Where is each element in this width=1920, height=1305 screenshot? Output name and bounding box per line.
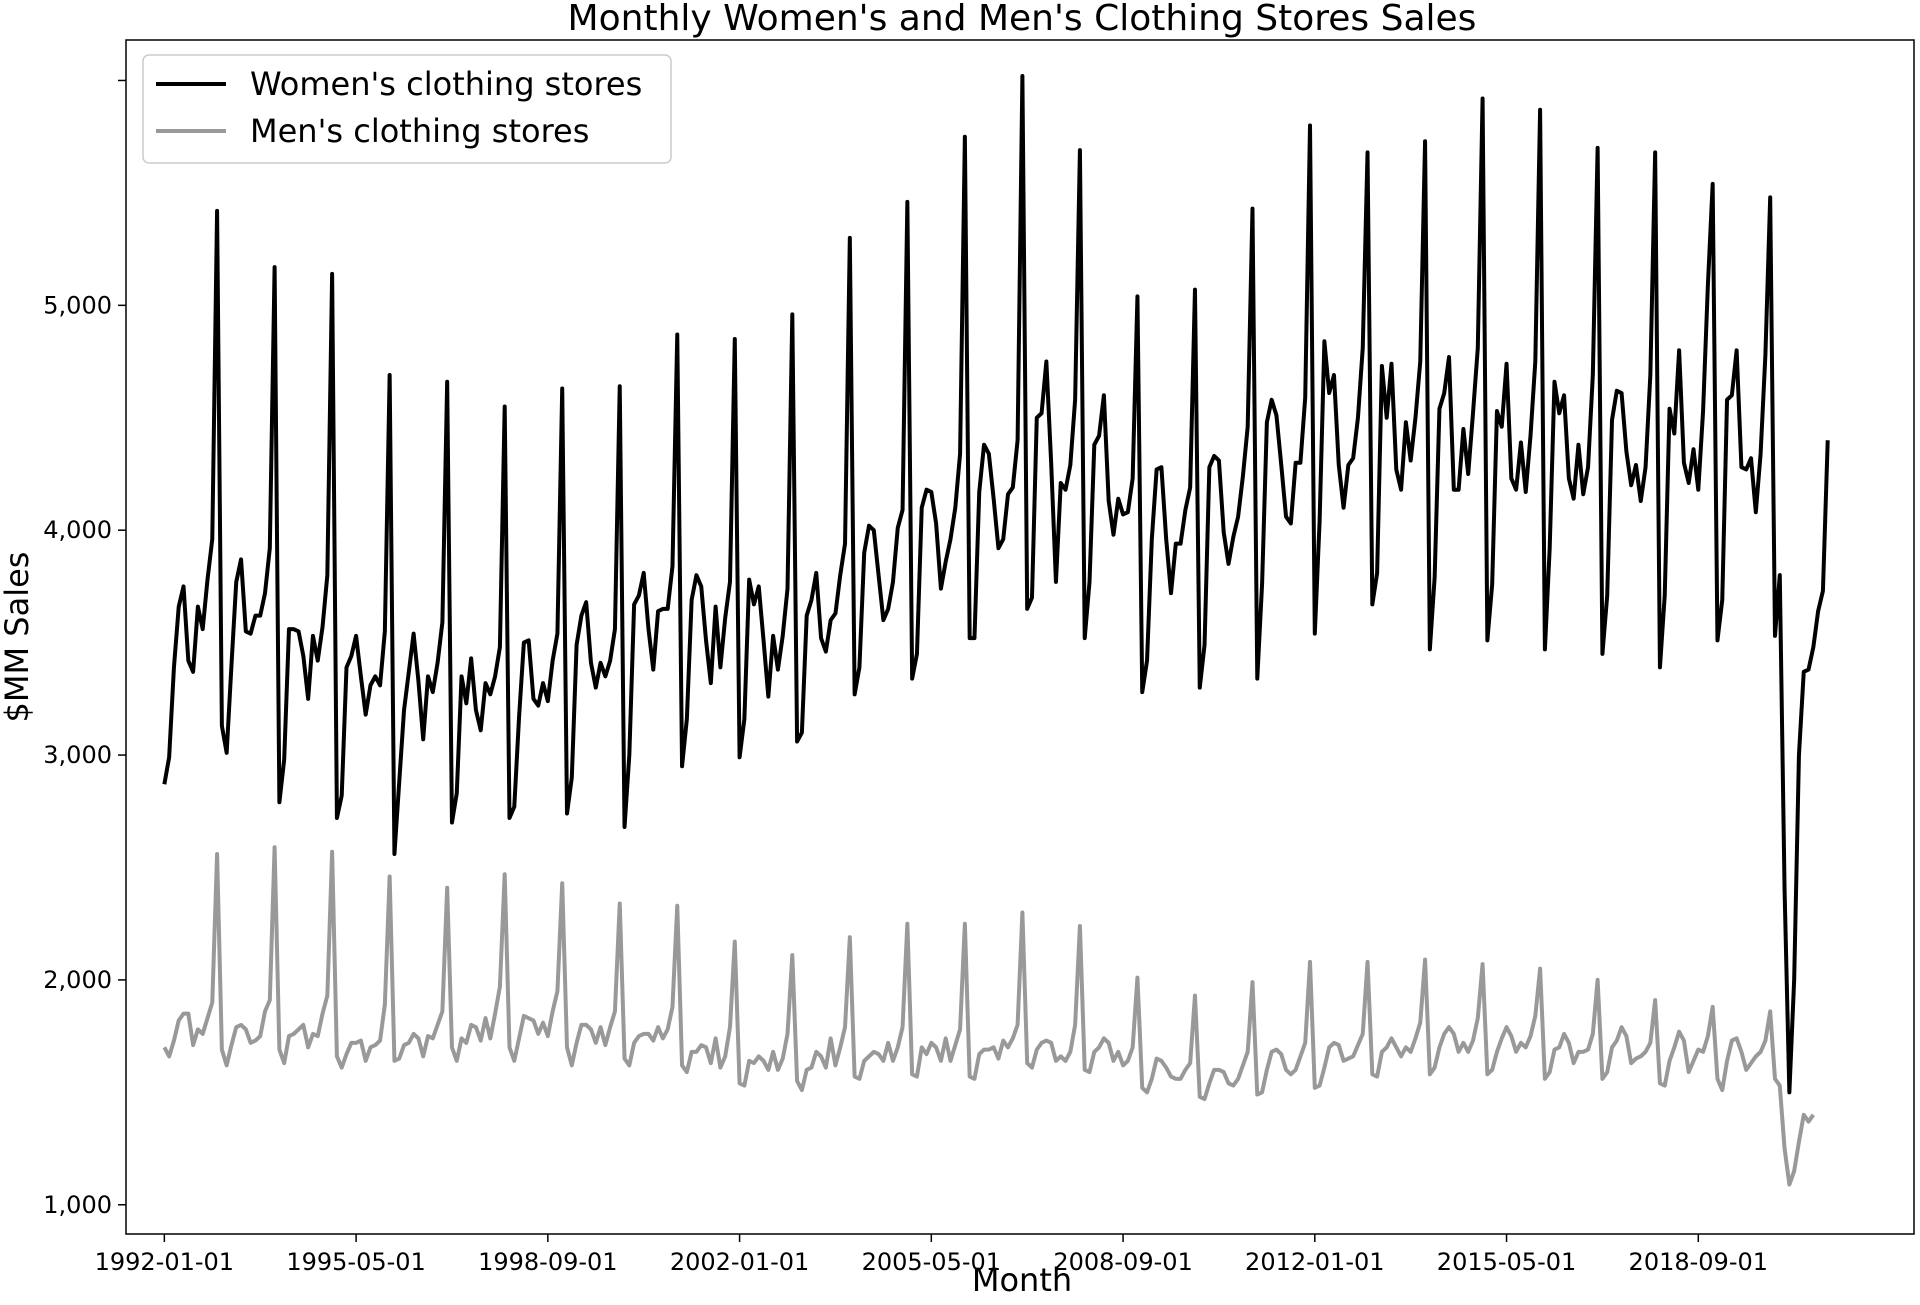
legend-box bbox=[142, 54, 672, 164]
x-tick-label: 2012-01-01 bbox=[1245, 1248, 1384, 1276]
y-tick-label: 4,000 bbox=[43, 516, 112, 544]
chart-title: Monthly Women's and Men's Clothing Store… bbox=[568, 0, 1477, 39]
x-tick-label: 1998-09-01 bbox=[478, 1248, 617, 1276]
y-axis-title: $MM Sales bbox=[0, 552, 36, 723]
legend-label-women: Women's clothing stores bbox=[250, 65, 642, 103]
x-tick-label: 1992-01-01 bbox=[95, 1248, 234, 1276]
x-tick-label: 2015-05-01 bbox=[1437, 1248, 1576, 1276]
y-tick-label: 1,000 bbox=[43, 1191, 112, 1219]
series-line-men bbox=[162, 845, 1815, 1187]
plot-frame bbox=[125, 39, 1915, 1235]
y-tick-label: 3,000 bbox=[43, 741, 112, 769]
legend-label-men: Men's clothing stores bbox=[250, 112, 589, 150]
x-tick-label: 2018-09-01 bbox=[1629, 1248, 1768, 1276]
x-tick-label: 2005-05-01 bbox=[862, 1248, 1001, 1276]
y-tick-label: 5,000 bbox=[43, 291, 112, 319]
y-tick-label: 2,000 bbox=[43, 966, 112, 994]
legend: Women's clothing stores Men's clothing s… bbox=[142, 54, 672, 164]
x-tick-label: 1995-05-01 bbox=[286, 1248, 425, 1276]
x-tick-label: 2008-09-01 bbox=[1053, 1248, 1192, 1276]
series-line-women bbox=[162, 73, 1830, 1095]
x-tick-label: 2002-01-01 bbox=[670, 1248, 809, 1276]
x-axis-title: Month bbox=[972, 1261, 1072, 1299]
